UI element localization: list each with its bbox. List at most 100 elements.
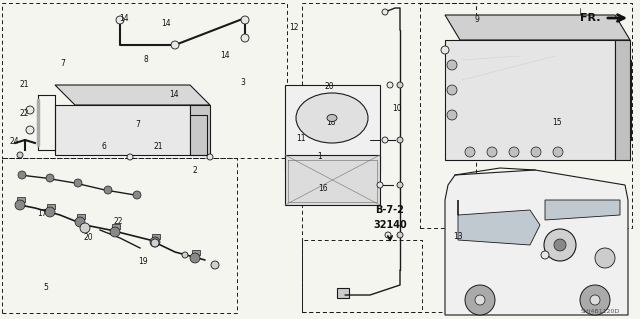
Circle shape bbox=[397, 82, 403, 88]
Circle shape bbox=[447, 85, 457, 95]
Circle shape bbox=[18, 171, 26, 179]
Circle shape bbox=[487, 147, 497, 157]
Circle shape bbox=[80, 223, 90, 233]
Bar bbox=[617, 109, 629, 123]
Bar bbox=[155, 110, 183, 130]
Text: 14: 14 bbox=[220, 51, 230, 60]
Circle shape bbox=[441, 46, 449, 54]
Polygon shape bbox=[458, 200, 540, 245]
Circle shape bbox=[385, 232, 391, 238]
Circle shape bbox=[475, 295, 485, 305]
Text: 20: 20 bbox=[83, 233, 93, 242]
Circle shape bbox=[171, 41, 179, 49]
Text: 19: 19 bbox=[138, 257, 148, 266]
Circle shape bbox=[133, 191, 141, 199]
Text: 22: 22 bbox=[20, 109, 29, 118]
Circle shape bbox=[190, 253, 200, 263]
Circle shape bbox=[116, 16, 124, 24]
Bar bbox=[65, 110, 145, 140]
Circle shape bbox=[377, 182, 383, 188]
Text: 8: 8 bbox=[143, 55, 148, 63]
Polygon shape bbox=[55, 85, 210, 105]
Polygon shape bbox=[285, 155, 380, 205]
Circle shape bbox=[397, 182, 403, 188]
Text: 1: 1 bbox=[317, 152, 323, 161]
Circle shape bbox=[531, 147, 541, 157]
Text: 17: 17 bbox=[36, 209, 47, 218]
Text: 11: 11 bbox=[296, 134, 305, 143]
Text: SHJ4B1120D: SHJ4B1120D bbox=[580, 309, 620, 315]
Polygon shape bbox=[445, 15, 630, 40]
Text: 14: 14 bbox=[118, 14, 129, 23]
Circle shape bbox=[544, 229, 576, 261]
Circle shape bbox=[447, 110, 457, 120]
Circle shape bbox=[15, 200, 25, 210]
Text: 14: 14 bbox=[169, 90, 179, 99]
Circle shape bbox=[182, 252, 188, 258]
Bar bbox=[302, 3, 476, 312]
Text: 10: 10 bbox=[392, 104, 402, 113]
Text: B-7-2: B-7-2 bbox=[376, 205, 404, 215]
Text: 6: 6 bbox=[101, 142, 106, 151]
Bar bbox=[128, 140, 142, 150]
Circle shape bbox=[509, 147, 519, 157]
Polygon shape bbox=[445, 170, 628, 315]
Ellipse shape bbox=[327, 115, 337, 122]
Text: 24: 24 bbox=[9, 137, 19, 146]
Polygon shape bbox=[445, 40, 615, 160]
Circle shape bbox=[75, 217, 85, 227]
Text: 5: 5 bbox=[44, 283, 49, 292]
Circle shape bbox=[465, 285, 495, 315]
Text: 2: 2 bbox=[193, 166, 198, 175]
Circle shape bbox=[397, 232, 403, 238]
Circle shape bbox=[127, 154, 133, 160]
Polygon shape bbox=[615, 40, 630, 160]
Bar bbox=[420, 3, 632, 228]
Bar bbox=[112, 224, 120, 229]
Bar bbox=[2, 158, 237, 313]
Text: 18: 18 bbox=[326, 118, 335, 127]
Text: 14: 14 bbox=[161, 19, 172, 28]
Circle shape bbox=[465, 147, 475, 157]
Polygon shape bbox=[55, 105, 190, 155]
Bar bbox=[455, 50, 585, 150]
Bar bbox=[152, 234, 160, 239]
Text: 22: 22 bbox=[114, 217, 123, 226]
Bar bbox=[337, 288, 349, 298]
Polygon shape bbox=[190, 105, 210, 155]
Text: 3: 3 bbox=[241, 78, 246, 87]
Circle shape bbox=[104, 186, 112, 194]
Circle shape bbox=[74, 179, 82, 187]
Text: 20: 20 bbox=[324, 82, 334, 91]
Bar bbox=[17, 197, 25, 202]
Circle shape bbox=[211, 261, 219, 269]
Circle shape bbox=[150, 237, 160, 247]
Circle shape bbox=[447, 60, 457, 70]
Bar bbox=[68, 140, 82, 150]
Circle shape bbox=[241, 34, 249, 42]
Bar bbox=[616, 60, 631, 140]
Bar bbox=[462, 56, 578, 144]
Circle shape bbox=[595, 248, 615, 268]
Text: 16: 16 bbox=[318, 184, 328, 193]
Text: 7: 7 bbox=[135, 120, 140, 129]
Bar bbox=[617, 65, 629, 79]
Circle shape bbox=[110, 227, 120, 237]
Text: 32140: 32140 bbox=[373, 220, 407, 230]
Circle shape bbox=[397, 137, 403, 143]
Circle shape bbox=[541, 251, 549, 259]
Bar bbox=[88, 140, 102, 150]
Bar bbox=[2, 3, 287, 158]
Circle shape bbox=[26, 126, 34, 134]
Circle shape bbox=[26, 106, 34, 114]
Circle shape bbox=[207, 154, 213, 160]
Text: FR.: FR. bbox=[580, 13, 600, 23]
Text: 12: 12 bbox=[290, 23, 299, 32]
Text: 7: 7 bbox=[60, 59, 65, 68]
Polygon shape bbox=[545, 200, 620, 220]
Circle shape bbox=[241, 16, 249, 24]
Text: 21: 21 bbox=[154, 142, 163, 151]
Bar bbox=[108, 140, 122, 150]
Bar bbox=[192, 250, 200, 255]
Circle shape bbox=[590, 295, 600, 305]
